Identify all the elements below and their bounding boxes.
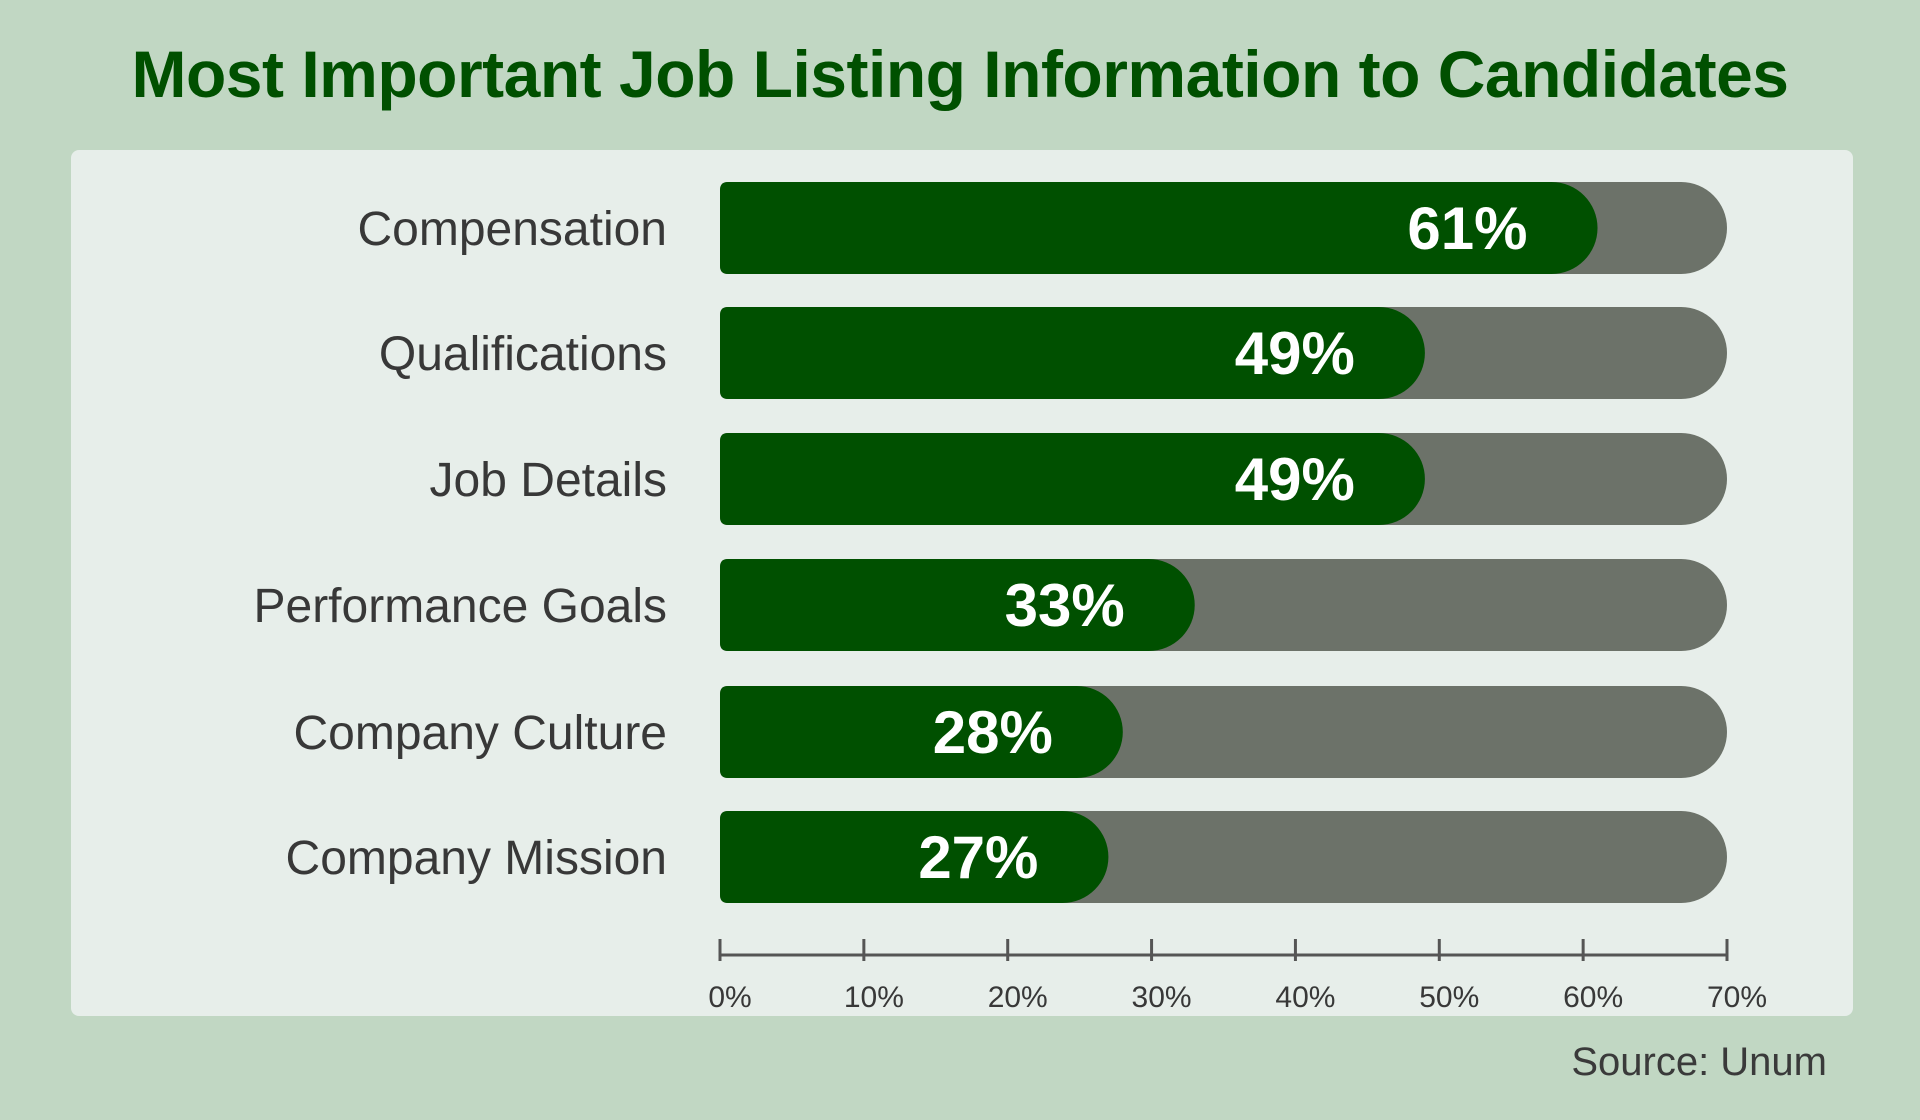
x-tick-label: 70% [1707,981,1767,1014]
category-label: Company Mission [286,832,667,885]
category-label: Job Details [430,454,667,507]
bar [720,811,1109,904]
source-note: Source: Unum [1571,1040,1827,1084]
x-tick-label: 20% [988,981,1048,1014]
value-label: 49% [1235,320,1355,387]
bar [720,559,1195,651]
category-label: Compensation [357,203,667,256]
bar [720,686,1123,778]
category-label: Performance Goals [253,580,667,633]
value-label: 33% [1005,572,1125,639]
bar [720,307,1425,399]
value-label: 49% [1235,446,1355,513]
x-tick-label: 50% [1419,981,1479,1014]
bar [720,433,1425,525]
x-tick-label: 30% [1132,981,1192,1014]
chart-title: Most Important Job Listing Information t… [131,37,1789,111]
x-tick-label: 60% [1563,981,1623,1014]
value-label: 61% [1407,195,1527,262]
x-tick-label: 0% [708,981,751,1014]
value-label: 28% [933,699,1053,766]
category-label: Company Culture [294,707,668,760]
x-tick-label: 40% [1275,981,1335,1014]
category-label: Qualifications [379,328,667,381]
x-tick-label: 10% [844,981,904,1014]
value-label: 27% [918,824,1038,891]
bar [720,182,1598,274]
